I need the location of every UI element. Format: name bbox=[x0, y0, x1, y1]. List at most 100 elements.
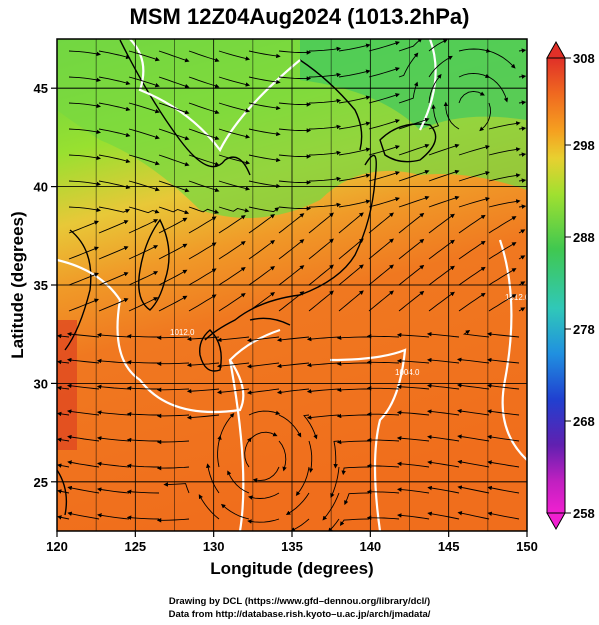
streamline bbox=[163, 482, 190, 494]
streamline bbox=[156, 518, 190, 523]
colorbar-scale bbox=[546, 57, 566, 514]
streamline bbox=[338, 199, 371, 208]
streamline bbox=[398, 195, 430, 208]
streamline bbox=[98, 102, 131, 112]
streamline bbox=[156, 335, 190, 340]
streamline bbox=[518, 229, 526, 234]
streamline bbox=[398, 143, 430, 156]
streamline bbox=[68, 50, 102, 57]
streamline bbox=[488, 268, 517, 286]
streamline bbox=[57, 463, 70, 468]
streamline bbox=[57, 411, 70, 417]
streamline bbox=[308, 290, 334, 312]
streamline bbox=[126, 489, 160, 495]
credit-drawing: Drawing by DCL (https://www.gfd–dennou.o… bbox=[168, 596, 431, 607]
streamline bbox=[366, 463, 400, 469]
streamline bbox=[488, 121, 521, 130]
streamline bbox=[188, 242, 217, 260]
streamline bbox=[216, 336, 250, 343]
streamline bbox=[218, 206, 250, 213]
streamline bbox=[488, 216, 517, 234]
y-tick-label: 25 bbox=[34, 475, 48, 490]
streamline bbox=[278, 50, 312, 55]
isobar-1004 bbox=[498, 239, 527, 461]
streamline bbox=[247, 518, 280, 524]
coast-china bbox=[64, 229, 92, 351]
streamline bbox=[68, 272, 99, 286]
streamline bbox=[456, 383, 490, 390]
streamline bbox=[98, 50, 131, 60]
streamline bbox=[57, 333, 70, 339]
streamline bbox=[338, 95, 371, 104]
warm-patch bbox=[57, 320, 77, 450]
streamline bbox=[68, 102, 102, 109]
streamline bbox=[308, 212, 334, 234]
streamline bbox=[488, 76, 509, 103]
streamline bbox=[67, 485, 100, 494]
coast-shikoku bbox=[249, 317, 291, 326]
coast-kyushu bbox=[199, 329, 222, 372]
streamline bbox=[518, 74, 527, 79]
streamline bbox=[308, 264, 334, 286]
streamline bbox=[428, 104, 440, 130]
streamline bbox=[248, 206, 280, 213]
streamline bbox=[426, 383, 460, 390]
streamline bbox=[308, 46, 342, 52]
streamline bbox=[67, 460, 100, 468]
x-tick-label: 120 bbox=[46, 539, 68, 554]
streamline bbox=[128, 245, 159, 260]
streamline bbox=[128, 50, 160, 62]
cold-air-region bbox=[300, 39, 527, 130]
streamline bbox=[68, 206, 102, 213]
streamline bbox=[158, 180, 190, 193]
streamline bbox=[128, 154, 160, 166]
streamline bbox=[338, 121, 371, 130]
streamline bbox=[66, 409, 100, 416]
streamline bbox=[96, 461, 130, 468]
contour-label-1: 1004.0 bbox=[395, 368, 420, 377]
credit-data: Data from http://database.rish.kyoto–u.a… bbox=[168, 609, 431, 620]
streamline bbox=[216, 362, 250, 369]
streamline bbox=[487, 434, 520, 442]
streamline bbox=[398, 264, 425, 286]
streamline bbox=[278, 265, 305, 286]
streamline bbox=[458, 266, 486, 286]
streamline bbox=[98, 154, 131, 164]
coastlines bbox=[57, 39, 437, 516]
streamline bbox=[216, 388, 250, 395]
streamline bbox=[278, 76, 312, 81]
streamline bbox=[457, 511, 490, 520]
streamline bbox=[218, 293, 246, 312]
streamline bbox=[456, 357, 490, 364]
streamline bbox=[98, 206, 131, 214]
streamline bbox=[220, 503, 250, 520]
streamline bbox=[518, 307, 526, 312]
streamline bbox=[366, 411, 400, 417]
streamline bbox=[276, 362, 310, 369]
streamline bbox=[158, 76, 190, 89]
streamline bbox=[428, 195, 460, 208]
streamline bbox=[518, 281, 526, 286]
streamline bbox=[366, 489, 400, 495]
x-tick-label: 135 bbox=[281, 539, 303, 554]
streamline bbox=[158, 217, 188, 234]
streamline bbox=[276, 336, 310, 343]
streamline bbox=[126, 334, 159, 339]
streamline bbox=[518, 100, 527, 105]
streamline bbox=[368, 264, 394, 286]
streamline bbox=[308, 440, 314, 473]
streamline bbox=[339, 518, 370, 527]
streamline bbox=[278, 102, 312, 107]
streamline bbox=[248, 128, 281, 137]
streamline bbox=[336, 387, 369, 393]
streamline bbox=[218, 50, 251, 61]
streamline bbox=[156, 387, 190, 393]
streamline bbox=[68, 76, 102, 83]
axis-tick-labels: 120 125 130 135 140 145 150 25 30 35 40 45 bbox=[34, 81, 538, 554]
streamline bbox=[278, 414, 302, 438]
streamline bbox=[398, 39, 423, 52]
streamline bbox=[278, 213, 305, 234]
streamline bbox=[368, 290, 394, 312]
streamline bbox=[128, 297, 159, 312]
streamline bbox=[428, 55, 453, 78]
